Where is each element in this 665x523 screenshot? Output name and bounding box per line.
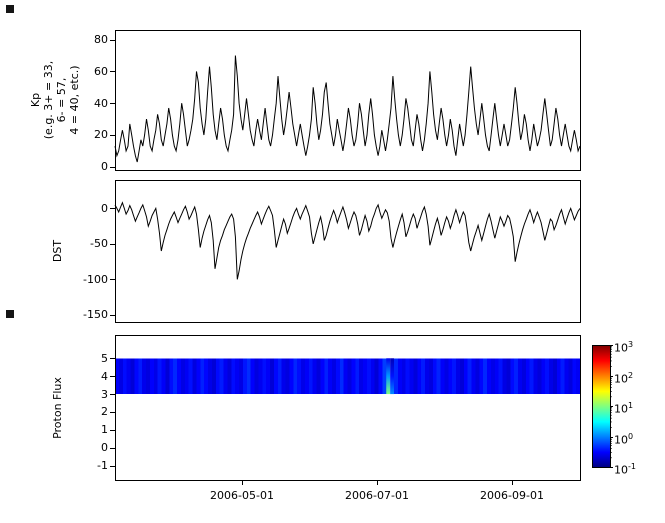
dst-ytick-neg150: -150 [83, 308, 108, 321]
flux-ytick-4: 4 [101, 370, 108, 383]
dst-ytick-0: 0 [101, 202, 108, 215]
dst-ytick-neg50: -50 [90, 237, 108, 250]
colorbar-exp: 1 [628, 401, 634, 410]
colorbar-exp: 0 [628, 432, 634, 441]
dst-ytick-neg100: -100 [83, 273, 108, 286]
colorbar-base: 10 [614, 372, 628, 386]
colorbar-label-e2: 102 [614, 369, 633, 387]
kp-ytick-60: 60 [94, 65, 108, 78]
xtick-2006-07-01: 2006-07-01 [345, 489, 409, 502]
flux-ytick-0: 0 [101, 441, 108, 454]
colorbar-label-eneg1: 10-1 [614, 460, 636, 478]
colorbar-exp: 2 [628, 371, 634, 380]
proton-flux-axis-label: Proton Flux [51, 377, 64, 439]
colorbar-label-e0: 100 [614, 430, 633, 448]
colorbar-base: 10 [614, 402, 628, 416]
colorbar-base: 10 [614, 341, 628, 355]
kp-axis-label-line-1: Kp [29, 92, 42, 108]
colorbar-base: 10 [614, 433, 628, 447]
kp-ytick-40: 40 [94, 97, 108, 110]
kp-ytick-20: 20 [94, 128, 108, 141]
window-artifact-top-left [6, 5, 14, 13]
xtick-2006-05-01: 2006-05-01 [210, 489, 274, 502]
window-artifact-left [6, 310, 14, 318]
colorbar-base: 10 [614, 463, 628, 477]
colorbar-exp: -1 [628, 462, 636, 471]
flux-ytick-5: 5 [101, 352, 108, 365]
kp-axis-label-line-3: 6- = 57, [55, 77, 68, 123]
kp-axis-label-line-2: (e.g. 3+ = 33, [42, 60, 55, 140]
colorbar-exp: 3 [628, 340, 634, 349]
flux-ytick-1: 1 [101, 423, 108, 436]
colorbar-label-e3: 103 [614, 338, 633, 356]
flux-ytick-2: 2 [101, 405, 108, 418]
colorbar-label-e1: 101 [614, 399, 633, 417]
flux-ytick-3: 3 [101, 388, 108, 401]
dst-axis-label: DST [51, 239, 64, 263]
xtick-2006-09-01: 2006-09-01 [480, 489, 544, 502]
kp-ytick-80: 80 [94, 33, 108, 46]
flux-ytick-neg1: -1 [97, 459, 108, 472]
kp-ytick-0: 0 [101, 160, 108, 173]
